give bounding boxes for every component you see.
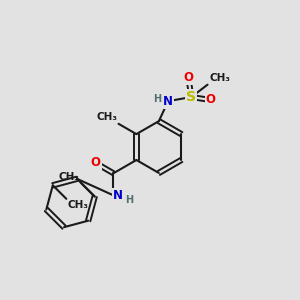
Text: N: N — [163, 94, 173, 108]
Text: H: H — [126, 195, 134, 205]
Text: O: O — [206, 94, 215, 106]
Text: CH₃: CH₃ — [59, 172, 80, 182]
Text: O: O — [91, 157, 100, 169]
Text: H: H — [153, 94, 161, 104]
Text: CH₃: CH₃ — [68, 200, 89, 210]
Text: S: S — [186, 90, 197, 104]
Text: CH₃: CH₃ — [96, 112, 117, 122]
Text: N: N — [113, 189, 123, 202]
Text: O: O — [183, 71, 194, 84]
Text: CH₃: CH₃ — [209, 73, 230, 83]
